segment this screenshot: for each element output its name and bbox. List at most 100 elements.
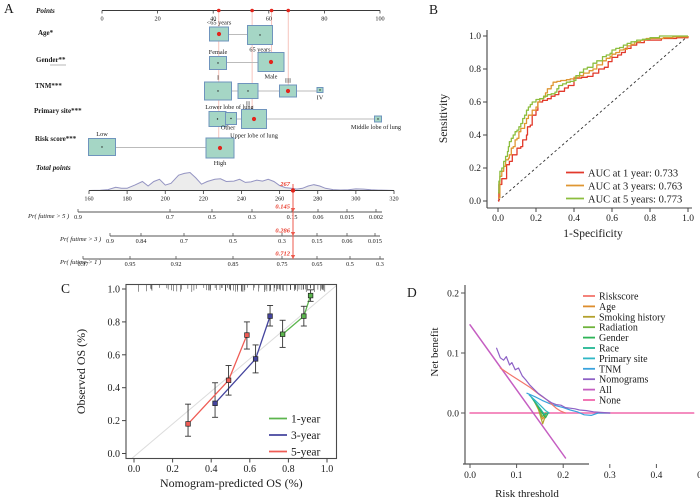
total-points-tick-label: 160 xyxy=(84,196,93,203)
x-tick-label: 0.4 xyxy=(205,464,218,475)
category-label: II xyxy=(246,101,250,108)
box-center-dot xyxy=(217,62,219,64)
total-points-tick-label: 220 xyxy=(199,196,208,203)
panel-a-letter: A xyxy=(4,1,14,16)
y-axis-title: Net benefit xyxy=(429,327,441,376)
y-tick-label: 0.4 xyxy=(108,383,121,394)
prob-scale-tick-label: 0.97 xyxy=(78,261,89,268)
x-tick-label: 1.0 xyxy=(321,464,334,475)
category-label: Middle lobe of lung xyxy=(351,124,402,131)
y-tick-label: 0.6 xyxy=(108,350,121,361)
selected-red-dot xyxy=(216,31,222,37)
marker-arrowhead xyxy=(290,232,296,236)
calibration-marker xyxy=(244,332,250,338)
prob-scale-tick-label: 0.85 xyxy=(228,261,239,268)
selected-red-dot xyxy=(251,116,257,122)
prob-scale-tick-label: 0.65 xyxy=(312,261,323,268)
prob-scale-tick-label: 0.015 xyxy=(340,214,354,221)
category-label: I xyxy=(217,75,219,82)
legend-label: 5-year xyxy=(291,447,321,459)
category-label: IV xyxy=(317,95,324,102)
prob-scale-title: Pr( futime > 1 ) xyxy=(59,259,101,266)
legend-label: AUC at 1 year: 0.733 xyxy=(588,168,678,179)
points-axis-red-dot xyxy=(216,8,221,13)
y-tick-label: 0.2 xyxy=(469,164,481,174)
prob-scale-tick-label: 0.92 xyxy=(171,261,182,268)
y-tick-label: 0.8 xyxy=(108,317,121,328)
category-label: Female xyxy=(209,49,228,56)
dca-line-All xyxy=(469,324,567,459)
x-tick-label: 0.6 xyxy=(606,214,618,224)
reference-diagonal xyxy=(497,35,689,202)
legend-label: Race xyxy=(599,344,620,355)
points-tick-label: 0 xyxy=(100,16,103,23)
points-axis-red-dot xyxy=(250,8,254,13)
selected-red-dot xyxy=(268,59,274,65)
panel-d-letter: D xyxy=(407,285,417,300)
calibration-panel: 0.0 0.2 0.4 0.6 0.8 1.0 0.0 0.2 0.4 0.6 0.8 1.0 Nomo… xyxy=(74,283,338,490)
points-axis-red-dot xyxy=(286,8,291,13)
legend-label: Radiation xyxy=(599,323,638,334)
panel-b-letter: B xyxy=(429,2,439,17)
category-label: Lower lobe of lung xyxy=(205,104,254,111)
x-tick-label: 0.1 xyxy=(511,471,523,481)
prob-scale-tick-label: 0.9 xyxy=(74,214,82,221)
total-points-tick-label: 200 xyxy=(161,196,170,203)
category-label: <65 years xyxy=(207,20,232,27)
x-tick-label: 0.0 xyxy=(492,214,504,224)
total-points-tick-label: 280 xyxy=(313,196,322,203)
points-tick-label: 100 xyxy=(375,16,384,23)
y-tick-label: 0.2 xyxy=(108,416,121,427)
calibration-marker xyxy=(267,313,273,319)
box-center-dot xyxy=(217,90,219,92)
roc-panel: 0.0 0.2 0.4 0.6 0.8 1.0 0.0 0.2 0.4 0.6 0.8 1.0 1-Sp… xyxy=(438,30,694,240)
y-tick-label: 0.6 xyxy=(469,98,481,108)
y-axis-title: Observed OS (%) xyxy=(74,329,88,414)
category-label: Other xyxy=(221,125,236,132)
x-tick-label: 0.3 xyxy=(604,471,616,481)
box-center-dot xyxy=(230,117,232,120)
x-tick-label: 0.6 xyxy=(244,464,257,475)
calibration-line-3-year xyxy=(214,315,271,404)
row-label: Age* xyxy=(38,29,54,37)
prob-scale-tick-label: 0.3 xyxy=(248,214,256,221)
total-points-tick-label: 260 xyxy=(275,196,284,203)
prob-scale-tick-label: 0.5 xyxy=(208,214,216,221)
prob-scale-tick-label: 0.5 xyxy=(346,261,354,268)
points-axis-red-dot xyxy=(269,8,274,13)
dca-line-Race xyxy=(529,395,549,416)
calibration-line-5-year xyxy=(187,334,248,425)
box-center-dot xyxy=(247,90,249,92)
y-tick-label: 0.0 xyxy=(108,449,121,460)
points-axis-title: Points xyxy=(36,7,55,15)
y-tick-label: 0.1 xyxy=(447,349,459,359)
legend-label: Gender xyxy=(599,333,629,344)
prob-scale-tick-label: 0.5 xyxy=(229,238,237,245)
x-tick-label: 0.2 xyxy=(557,471,569,481)
panel-c-letter: C xyxy=(61,281,71,296)
legend-label: All xyxy=(599,385,612,396)
prob-scale-title: Pr( futime > 5 ) xyxy=(27,213,69,220)
marker-arrowhead xyxy=(290,255,296,259)
legend-label: Age xyxy=(599,302,616,313)
total-points-tick-label: 180 xyxy=(122,196,131,203)
selected-red-dot xyxy=(217,145,223,151)
category-label: 65 years xyxy=(249,47,271,54)
x-tick-label: 0.4 xyxy=(650,471,662,481)
legend-label: AUC at 3 years: 0.763 xyxy=(588,181,682,192)
legend-label: Smoking history xyxy=(599,312,665,323)
plot-border xyxy=(125,283,338,460)
marker-arrowhead xyxy=(290,208,296,212)
prob-scale-tick-label: 0.3 xyxy=(278,238,286,245)
category-label: Low xyxy=(96,131,108,138)
x-axis-title: Nomogram-predicted OS (%) xyxy=(160,476,303,490)
y-axis-title: Sensitivity xyxy=(438,94,450,143)
total-points-tick-label: 320 xyxy=(389,196,398,203)
points-tick-label: 20 xyxy=(155,16,161,23)
prob-scale-tick-label: 0.015 xyxy=(368,238,382,245)
x-tick-label: 0.8 xyxy=(282,464,295,475)
total-points-tick-label: 240 xyxy=(237,196,246,203)
prob-scale-tick-label: 0.7 xyxy=(166,214,174,221)
